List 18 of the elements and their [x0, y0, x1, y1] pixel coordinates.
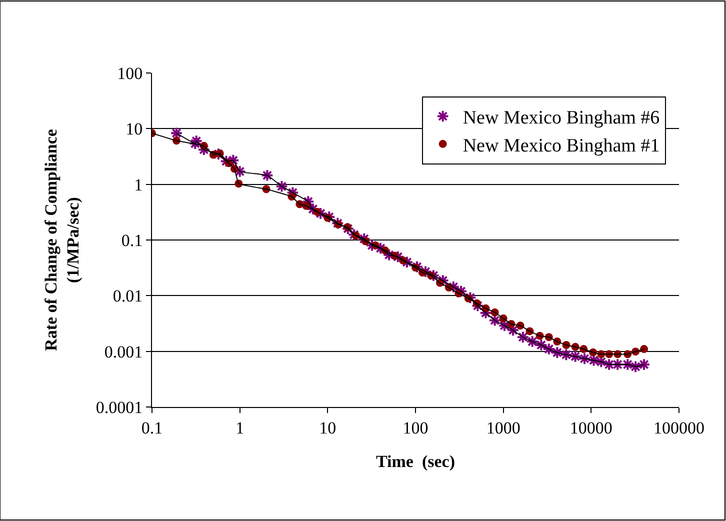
x-axis-title: Time (sec) — [376, 452, 455, 471]
y-tick-label: 0.001 — [104, 342, 143, 362]
x-tick-label: 0.1 — [141, 418, 163, 438]
x-tick-label: 100000 — [654, 418, 704, 438]
y-tick-label: 0.1 — [121, 230, 143, 250]
legend-label: New Mexico Bingham #1 — [462, 135, 660, 156]
y-tick-label: 100 — [117, 64, 143, 83]
y-tick-label: 10 — [126, 120, 143, 139]
x-tick-label: 100 — [402, 418, 428, 438]
y-tick-label: 0.0001 — [96, 398, 143, 417]
x-tick-label: 1000 — [486, 418, 520, 438]
x-tick-label: 1 — [236, 418, 244, 438]
legend-label: New Mexico Bingham #6 — [462, 108, 660, 129]
x-tick-label: 10000 — [570, 418, 612, 438]
y-tick-label: 1 — [134, 175, 143, 194]
x-tick-label: 10 — [319, 418, 336, 438]
y-axis-title: Rate of Change of Compliance (1/MPa/sec) — [41, 128, 82, 351]
y-tick-label: 0.01 — [112, 286, 143, 306]
